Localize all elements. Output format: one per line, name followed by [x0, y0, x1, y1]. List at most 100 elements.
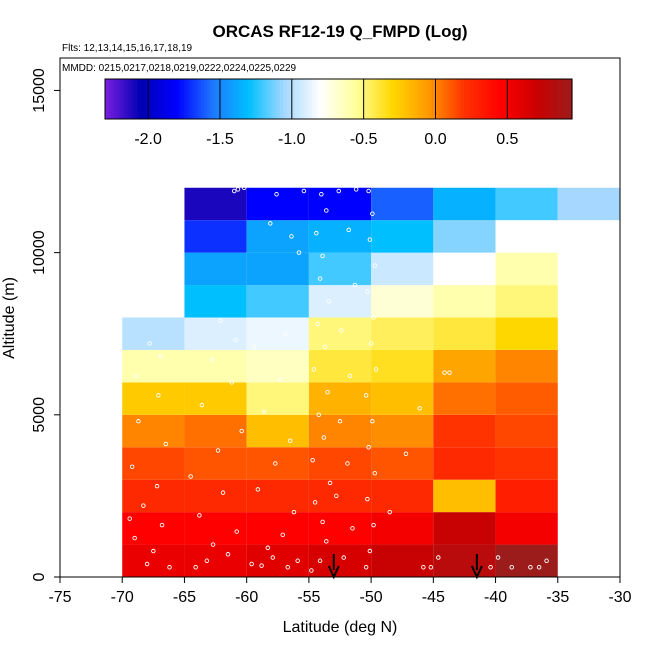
colorbar-slice: [487, 79, 491, 119]
colorbar-slice: [408, 79, 413, 119]
colorbar-slice: [201, 79, 205, 119]
heat-cell: [308, 479, 372, 513]
colorbar-slice: [364, 79, 369, 119]
colorbar-slice: [428, 79, 433, 119]
flights-note: Flts: 12,13,14,15,16,17,18,19: [62, 43, 193, 54]
flight-marker: [251, 344, 257, 349]
flight-marker: [309, 568, 314, 573]
heat-cell: [433, 349, 496, 383]
colorbar-slice: [110, 79, 115, 119]
flight-marker: [231, 188, 237, 194]
colorbar-slice: [525, 79, 529, 119]
colorbar-slice: [353, 79, 357, 119]
heat-cell: [308, 252, 372, 286]
colorbar-slice: [449, 79, 453, 119]
colorbar-slice: [504, 79, 509, 119]
colorbar-slice: [358, 79, 363, 119]
colorbar-slice: [411, 79, 415, 119]
colorbar-slice: [204, 79, 208, 119]
heat-cell: [495, 414, 558, 448]
flight-marker: [265, 545, 271, 551]
heat-cell: [433, 414, 496, 448]
heat-cell: [184, 349, 247, 383]
heat-cell: [433, 512, 496, 545]
colorbar-slice: [157, 79, 162, 119]
colorbar-slice: [554, 79, 559, 119]
flight-marker: [234, 529, 239, 534]
flight-marker: [367, 548, 373, 554]
heat-cell: [184, 285, 247, 318]
x-tick-label: -70: [111, 589, 134, 606]
colorbar-slice: [507, 79, 512, 119]
flight-marker: [218, 318, 223, 323]
flight-marker: [387, 509, 393, 515]
colorbar-slice: [519, 79, 523, 119]
flight-marker: [220, 490, 226, 495]
heat-cell: [495, 479, 558, 513]
colorbar-slice: [140, 79, 144, 119]
x-tick-label: -55: [297, 589, 320, 606]
heat-cell: [433, 252, 496, 286]
flight-marker: [320, 519, 325, 525]
flight-marker: [371, 315, 376, 320]
colorbar-slice: [224, 79, 229, 119]
colorbar-slice: [443, 79, 448, 119]
heat-cell: [308, 220, 372, 253]
colorbar-slice: [195, 79, 199, 119]
heat-cell: [433, 447, 496, 480]
heat-cell: [371, 512, 434, 545]
heat-cell: [246, 349, 309, 383]
colorbar-slice: [122, 79, 127, 119]
colorbar-slice: [248, 79, 252, 119]
heat-cell: [371, 349, 434, 383]
heat-cell: [371, 220, 434, 253]
flight-marker: [249, 561, 254, 567]
flight-marker: [447, 370, 452, 375]
colorbar-tick-label: 0.0: [424, 131, 446, 148]
flight-marker: [274, 191, 279, 197]
heat-cell: [557, 187, 620, 221]
heat-cell: [495, 285, 558, 318]
colorbar-slice: [265, 79, 270, 119]
colorbar-slice: [198, 79, 202, 119]
heat-cell: [122, 414, 185, 448]
heat-cell: [246, 544, 309, 577]
flight-marker: [428, 565, 434, 570]
colorbar-slice: [236, 79, 240, 119]
colorbar-slice: [356, 79, 360, 119]
flight-marker: [147, 341, 152, 346]
heat-cell: [371, 414, 434, 448]
flight-marker: [326, 299, 332, 304]
flight-marker: [442, 370, 447, 375]
flight-marker: [193, 565, 198, 570]
flight-marker: [324, 539, 329, 544]
colorbar-slice: [539, 79, 544, 119]
colorbar-slice: [548, 79, 553, 119]
colorbar-slice: [312, 79, 316, 119]
colorbar-slice: [207, 79, 211, 119]
heat-cell: [184, 544, 247, 577]
flight-marker: [352, 282, 358, 288]
heat-cell: [433, 382, 496, 415]
flight-marker: [372, 470, 378, 476]
flight-marker: [159, 522, 165, 528]
heat-cell: [495, 544, 558, 577]
flight-marker: [320, 253, 325, 259]
flight-marker: [296, 250, 302, 255]
colorbar-slice: [478, 79, 483, 119]
plot-frame: [59, 57, 621, 578]
heat-cell: [371, 285, 434, 318]
flight-marker: [347, 373, 353, 379]
colorbar-slice: [466, 79, 471, 119]
flight-marker: [270, 555, 276, 560]
colorbar-slice: [245, 79, 249, 119]
heat-cell: [433, 285, 496, 318]
flight-marker: [365, 496, 370, 502]
heat-cell: [371, 187, 434, 221]
colorbar-slice: [344, 79, 348, 119]
colorbar-slice: [288, 79, 293, 119]
colorbar-slice: [283, 79, 287, 119]
colorbar-slice: [423, 79, 427, 119]
colorbar-slice: [119, 79, 124, 119]
flight-marker: [144, 561, 150, 567]
